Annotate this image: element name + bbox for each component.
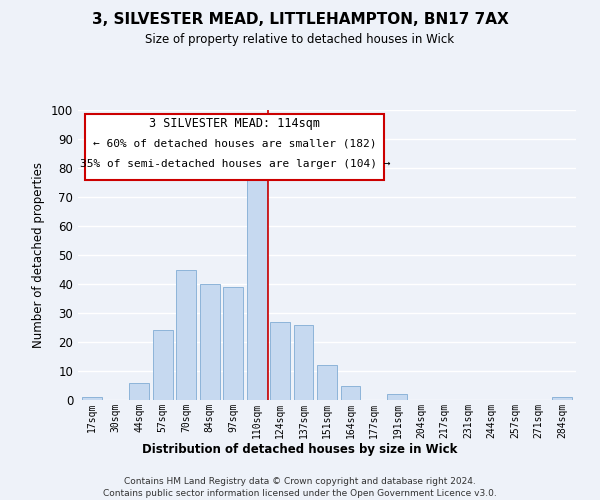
Bar — [200, 284, 220, 400]
Text: 3 SILVESTER MEAD: 114sqm: 3 SILVESTER MEAD: 114sqm — [149, 117, 320, 130]
Y-axis label: Number of detached properties: Number of detached properties — [32, 162, 46, 348]
FancyBboxPatch shape — [85, 114, 384, 180]
Bar — [129, 382, 149, 400]
Bar — [341, 386, 361, 400]
Bar — [223, 287, 243, 400]
Bar — [317, 365, 337, 400]
Bar — [152, 330, 173, 400]
Bar — [270, 322, 290, 400]
Text: 3, SILVESTER MEAD, LITTLEHAMPTON, BN17 7AX: 3, SILVESTER MEAD, LITTLEHAMPTON, BN17 7… — [92, 12, 508, 28]
Text: Distribution of detached houses by size in Wick: Distribution of detached houses by size … — [142, 442, 458, 456]
Bar — [247, 176, 266, 400]
Text: Contains HM Land Registry data © Crown copyright and database right 2024.: Contains HM Land Registry data © Crown c… — [124, 478, 476, 486]
Bar — [176, 270, 196, 400]
Bar — [552, 397, 572, 400]
Text: Size of property relative to detached houses in Wick: Size of property relative to detached ho… — [145, 32, 455, 46]
Bar — [388, 394, 407, 400]
Bar — [82, 397, 102, 400]
Text: ← 60% of detached houses are smaller (182): ← 60% of detached houses are smaller (18… — [93, 139, 377, 149]
Text: Contains public sector information licensed under the Open Government Licence v3: Contains public sector information licen… — [103, 489, 497, 498]
Bar — [293, 324, 313, 400]
Text: 35% of semi-detached houses are larger (104) →: 35% of semi-detached houses are larger (… — [80, 160, 390, 170]
